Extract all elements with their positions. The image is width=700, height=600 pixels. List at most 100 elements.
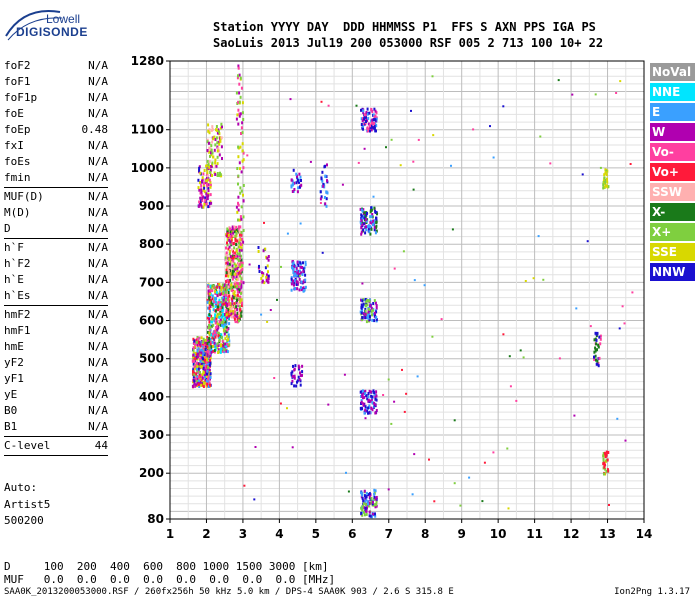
echo-point xyxy=(230,307,233,311)
echo-point xyxy=(217,334,220,338)
echo-point xyxy=(216,174,219,177)
x-tick-label: 10 xyxy=(490,527,507,541)
echo-point xyxy=(234,272,237,276)
header-row-values: SaoLuis 2013 Jul19 200 053000 RSF 005 2 … xyxy=(213,36,604,50)
echo-point xyxy=(214,318,217,322)
echo-point xyxy=(225,258,228,262)
echo-point xyxy=(240,230,243,234)
echo-point xyxy=(296,190,299,194)
echo-point xyxy=(199,360,202,363)
noise-point xyxy=(280,265,282,268)
echo-point xyxy=(267,277,270,281)
echo-point xyxy=(204,198,207,202)
echo-point xyxy=(366,112,369,116)
echo-point xyxy=(221,125,223,129)
echo-point xyxy=(218,336,221,340)
echo-point xyxy=(220,288,223,292)
echo-point xyxy=(220,136,223,140)
echo-point xyxy=(198,166,201,170)
echo-point xyxy=(202,172,205,176)
echo-point xyxy=(291,267,294,271)
echo-point xyxy=(263,281,266,285)
echo-point xyxy=(326,163,328,167)
x-tick-label: 8 xyxy=(421,527,429,541)
echo-point xyxy=(193,382,196,386)
echo-point xyxy=(233,315,236,319)
noise-point xyxy=(361,282,364,285)
noise-point xyxy=(468,476,471,479)
noise-point xyxy=(472,128,475,131)
echo-point xyxy=(193,345,196,349)
echo-point xyxy=(219,350,222,354)
echo-point xyxy=(239,225,242,229)
echo-point xyxy=(214,290,217,294)
param-label: yF2 xyxy=(4,356,24,369)
footer-file-info: SAA0K_2013200053000.RSF / 260fx256h 50 k… xyxy=(4,587,454,597)
echo-point xyxy=(372,302,375,305)
echo-point xyxy=(228,306,231,310)
echo-point xyxy=(198,362,201,366)
echo-point xyxy=(200,356,203,360)
echo-point xyxy=(226,230,229,234)
echo-point xyxy=(193,341,196,345)
echo-point xyxy=(203,186,206,190)
echo-point xyxy=(294,270,297,274)
echo-point xyxy=(367,502,369,506)
echo-point xyxy=(236,293,239,297)
echo-point xyxy=(375,318,378,322)
echo-point xyxy=(242,240,245,244)
echo-point xyxy=(197,204,200,208)
noise-point xyxy=(403,410,406,413)
echo-point xyxy=(216,342,219,346)
echo-point xyxy=(206,369,209,373)
echo-point xyxy=(240,170,243,174)
echo-point xyxy=(192,337,195,341)
echo-point xyxy=(203,375,206,379)
echo-point xyxy=(196,375,199,379)
echo-point xyxy=(238,263,241,267)
echo-point xyxy=(372,219,375,223)
echo-point xyxy=(367,129,370,133)
echo-point xyxy=(239,76,242,80)
echo-point xyxy=(217,140,220,144)
param-row: M(D) N/A xyxy=(4,205,108,221)
echo-point xyxy=(363,489,366,493)
param-row: hmF1 N/A xyxy=(4,323,108,339)
echo-point xyxy=(228,303,230,306)
echo-point xyxy=(598,356,601,360)
echo-point xyxy=(363,216,366,220)
echo-point xyxy=(227,247,230,251)
param-label: MUF(D) xyxy=(4,190,44,203)
echo-point xyxy=(236,301,239,305)
echo-point xyxy=(596,348,598,352)
echo-point xyxy=(214,321,217,325)
echo-point xyxy=(219,286,221,290)
echo-point xyxy=(220,292,223,296)
param-separator xyxy=(4,187,108,188)
echo-point xyxy=(227,238,230,242)
echo-point xyxy=(205,164,208,168)
echo-point xyxy=(216,155,219,159)
echo-point xyxy=(235,243,238,246)
noise-point xyxy=(291,446,294,449)
echo-point xyxy=(236,320,239,324)
echo-point xyxy=(242,229,245,232)
echo-point xyxy=(204,373,206,377)
echo-point xyxy=(228,252,231,256)
echo-point xyxy=(197,383,200,387)
echo-point xyxy=(374,313,376,317)
echo-point xyxy=(208,301,211,305)
echo-point xyxy=(239,95,242,99)
echo-point xyxy=(208,327,211,331)
echo-point xyxy=(267,280,270,284)
param-label: h`E xyxy=(4,273,24,286)
noise-point xyxy=(502,333,505,336)
echo-point xyxy=(257,266,260,270)
echo-point xyxy=(211,151,214,155)
echo-point xyxy=(196,367,198,371)
echo-point xyxy=(205,343,208,347)
echo-point xyxy=(227,280,230,284)
echo-point xyxy=(210,287,213,290)
echo-point xyxy=(192,367,195,371)
